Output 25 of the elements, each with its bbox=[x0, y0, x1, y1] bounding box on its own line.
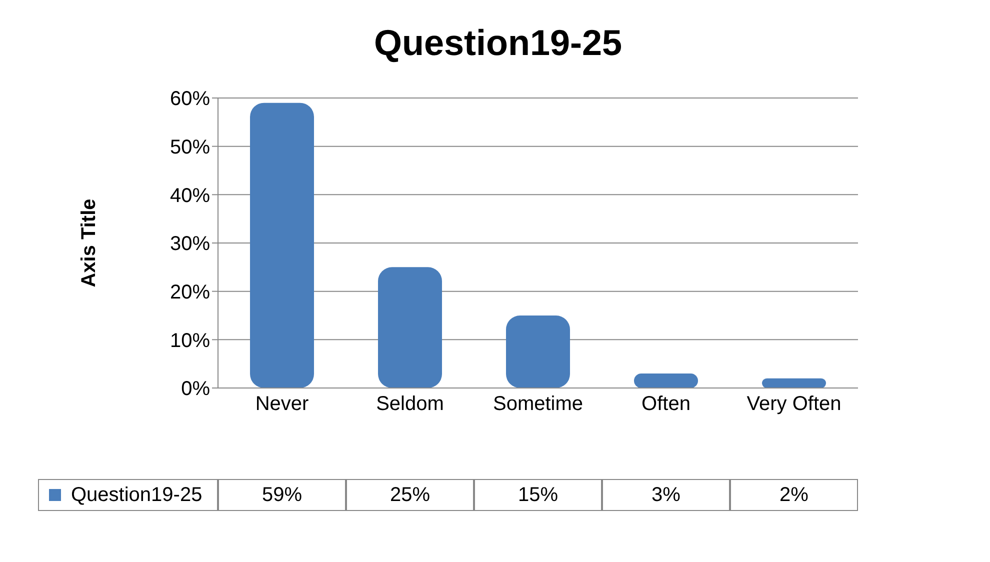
bar bbox=[250, 102, 314, 388]
y-tick-label: 40% bbox=[170, 184, 210, 207]
bar bbox=[634, 374, 698, 388]
data-label: 2% bbox=[730, 479, 858, 511]
y-tick-label: 10% bbox=[170, 330, 210, 352]
x-tick-label: Never bbox=[255, 393, 310, 416]
y-tick-label: 20% bbox=[170, 281, 210, 304]
chart-title: Question19-25 bbox=[372, 21, 624, 65]
data-label: 3% bbox=[602, 479, 730, 511]
bar bbox=[506, 316, 570, 388]
bar bbox=[378, 267, 442, 388]
y-axis-title: Axis Title bbox=[78, 198, 100, 288]
y-tick-label: 0% bbox=[181, 378, 210, 400]
y-tick-label: 60% bbox=[170, 88, 210, 110]
y-tick-label: 50% bbox=[170, 136, 210, 158]
bar bbox=[762, 378, 826, 388]
x-tick-label: Seldom bbox=[376, 393, 444, 416]
x-tick-label: Very Often bbox=[746, 393, 842, 416]
data-label: 59% bbox=[218, 479, 346, 511]
x-tick-label: Sometime bbox=[492, 393, 584, 416]
data-label: 15% bbox=[474, 479, 602, 511]
legend-label: Question19-25 bbox=[71, 484, 202, 506]
data-label: 25% bbox=[346, 479, 474, 511]
y-tick-label: 30% bbox=[170, 233, 210, 256]
x-tick-label: Often bbox=[642, 393, 690, 416]
